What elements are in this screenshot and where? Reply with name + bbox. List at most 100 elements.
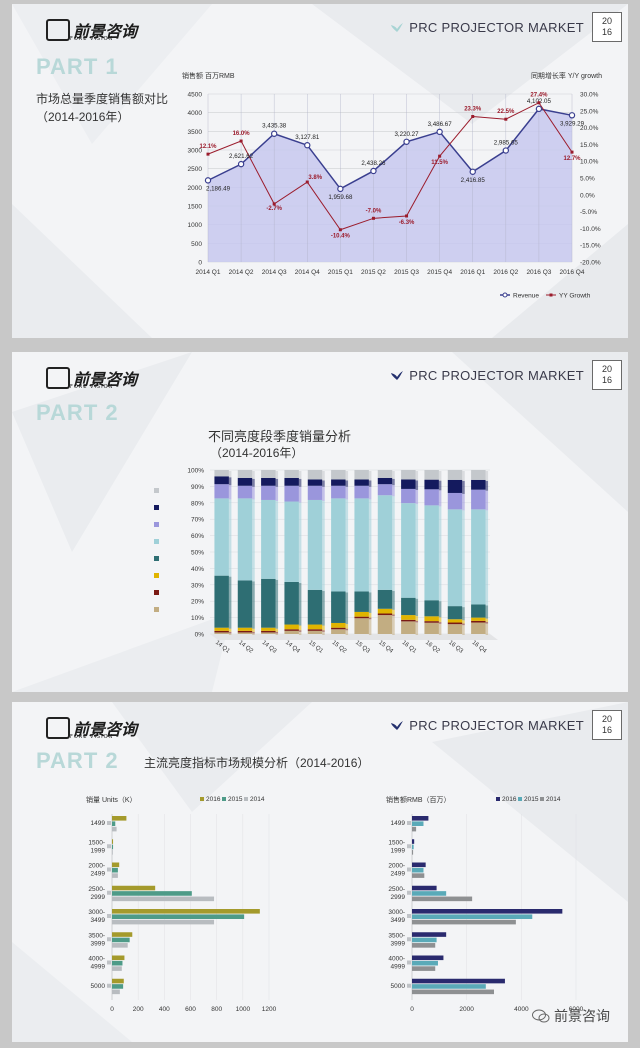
growth-point [438,154,442,158]
stacked-bar-side [485,471,489,481]
stacked-bar-side [252,631,255,634]
market-title: PRC PROJECTOR MARKET [409,367,584,383]
stacked-bar-segment [261,627,276,631]
stacked-bar-side [485,480,489,491]
stacked-bar-segment [307,470,323,480]
x-tick-label: 2014 Q3 [262,269,287,276]
brand-logo: 前景咨询 FORE VISION [46,18,144,42]
stacked-bar-segment [447,624,463,634]
stacked-bar-segment [447,509,463,607]
revenue-data-label: 2,186.49 [206,185,231,192]
stacked-bar-side [252,486,255,500]
growth-point [338,228,342,232]
stacked-bar-side [415,489,419,505]
stacked-bar-segment [377,615,393,634]
stacked-bar-segment [354,591,369,612]
y-tick-label: 0 [198,260,202,267]
stacked-bar-side [275,628,279,632]
stacked-bar-segment [331,622,346,628]
brand-logo: 前景咨询 FORE VISION [46,716,144,740]
stacked-bar-segment [284,630,299,634]
bar [112,989,120,995]
stacked-bar-side [322,590,325,626]
category-marker [107,844,111,849]
stacked-bar-side [438,490,442,507]
revenue-data-label: 2,621.62 [229,153,254,160]
stacked-bar-side [485,490,489,511]
legend-revenue-label: Revenue [513,293,539,300]
stacked-bar-segment [284,485,299,502]
stacked-bar-side [392,614,395,617]
wechat-watermark: 前景咨询 [532,1006,610,1026]
stacked-bar-side [438,623,442,635]
bar [112,850,113,855]
stacked-bar-segment [401,615,416,620]
x-tick-label: 14 Q3 [261,640,278,655]
revenue-data-label: 2,985.65 [494,140,519,147]
y-tick-label: 1499 [91,820,106,827]
chart-floor [210,634,498,640]
legend-growth-marker [549,293,553,297]
stacked-bar-segment [331,498,346,592]
x-tick-label: 2016 Q3 [526,269,551,276]
y-tick-label: 60% [191,533,204,540]
stacked-bar-segment [331,479,346,486]
x-tick-label: 2016 Q2 [493,269,518,276]
market-title: PRC PROJECTOR MARKET [409,717,584,733]
y-axis-label: 销量 Units（K） [86,795,137,804]
y-tick-label: 40% [191,566,204,573]
y-tick-label: 90% [191,484,204,491]
stacked-bar-side [298,486,302,503]
y2-tick-label: 15.0% [580,142,599,149]
stacked-bar-segment [237,632,253,634]
x-tick-label: 2016 Q1 [460,269,485,276]
stacked-bar-side [298,625,302,631]
revenue-point [270,130,278,137]
stacked-bar-side [345,630,349,635]
bird-icon [391,371,404,380]
stacked-bar-segment [261,630,276,633]
stacked-bar-segment [307,624,323,630]
legend-label: 2014 [250,796,265,803]
stacked-bar-side [392,496,395,591]
x-tick-label: 2014 Q2 [229,269,254,276]
revenue-data-label: 3,220.27 [394,131,419,138]
y-axis-label: 销售额 百万RMB [182,71,235,80]
x-tick-label: 2015 Q3 [394,269,419,276]
growth-point [206,152,210,156]
legend-swatch [154,488,159,493]
y-tick-label: 3000 [188,148,203,155]
stacked-bar-segment [424,489,439,506]
y-tick-label: 3499 [91,917,106,924]
stacked-bar-segment [377,484,393,496]
stacked-bar-side [345,592,349,624]
bar [112,826,117,832]
stacked-bar-segment [471,470,486,480]
stacked-bar-segment [447,492,463,510]
legend-label: 2015 [228,796,243,803]
stacked-bar-segment [284,581,299,625]
x-tick-label: 15 Q2 [331,640,348,655]
x-tick-label: 1000 [236,1006,251,1013]
revenue-point [304,142,311,149]
stacked-bar-side [298,630,302,632]
stacked-bar-side [275,579,279,629]
revenue-point [502,147,510,154]
header: PRC PROJECTOR MARKET 20 16 [391,710,628,740]
revenue-point [337,185,344,193]
stacked-bar-side [462,493,465,511]
stacked-bar-side [322,500,325,591]
stacked-bar-segment [377,589,393,609]
bar [112,844,114,850]
stacked-bar-segment [401,619,416,622]
stacked-bar-side [438,601,442,618]
stacked-bar-side [462,620,465,624]
stacked-bar-segment [331,485,346,499]
category-marker [107,960,111,965]
x-tick-label: 16 Q3 [447,640,464,655]
stacked-bar-side [298,478,302,487]
y-tick-label: 1000 [188,222,203,229]
stacked-bar-side [252,628,255,632]
stacked-bar-segment [214,575,229,628]
stacked-bar-segment [261,477,276,486]
